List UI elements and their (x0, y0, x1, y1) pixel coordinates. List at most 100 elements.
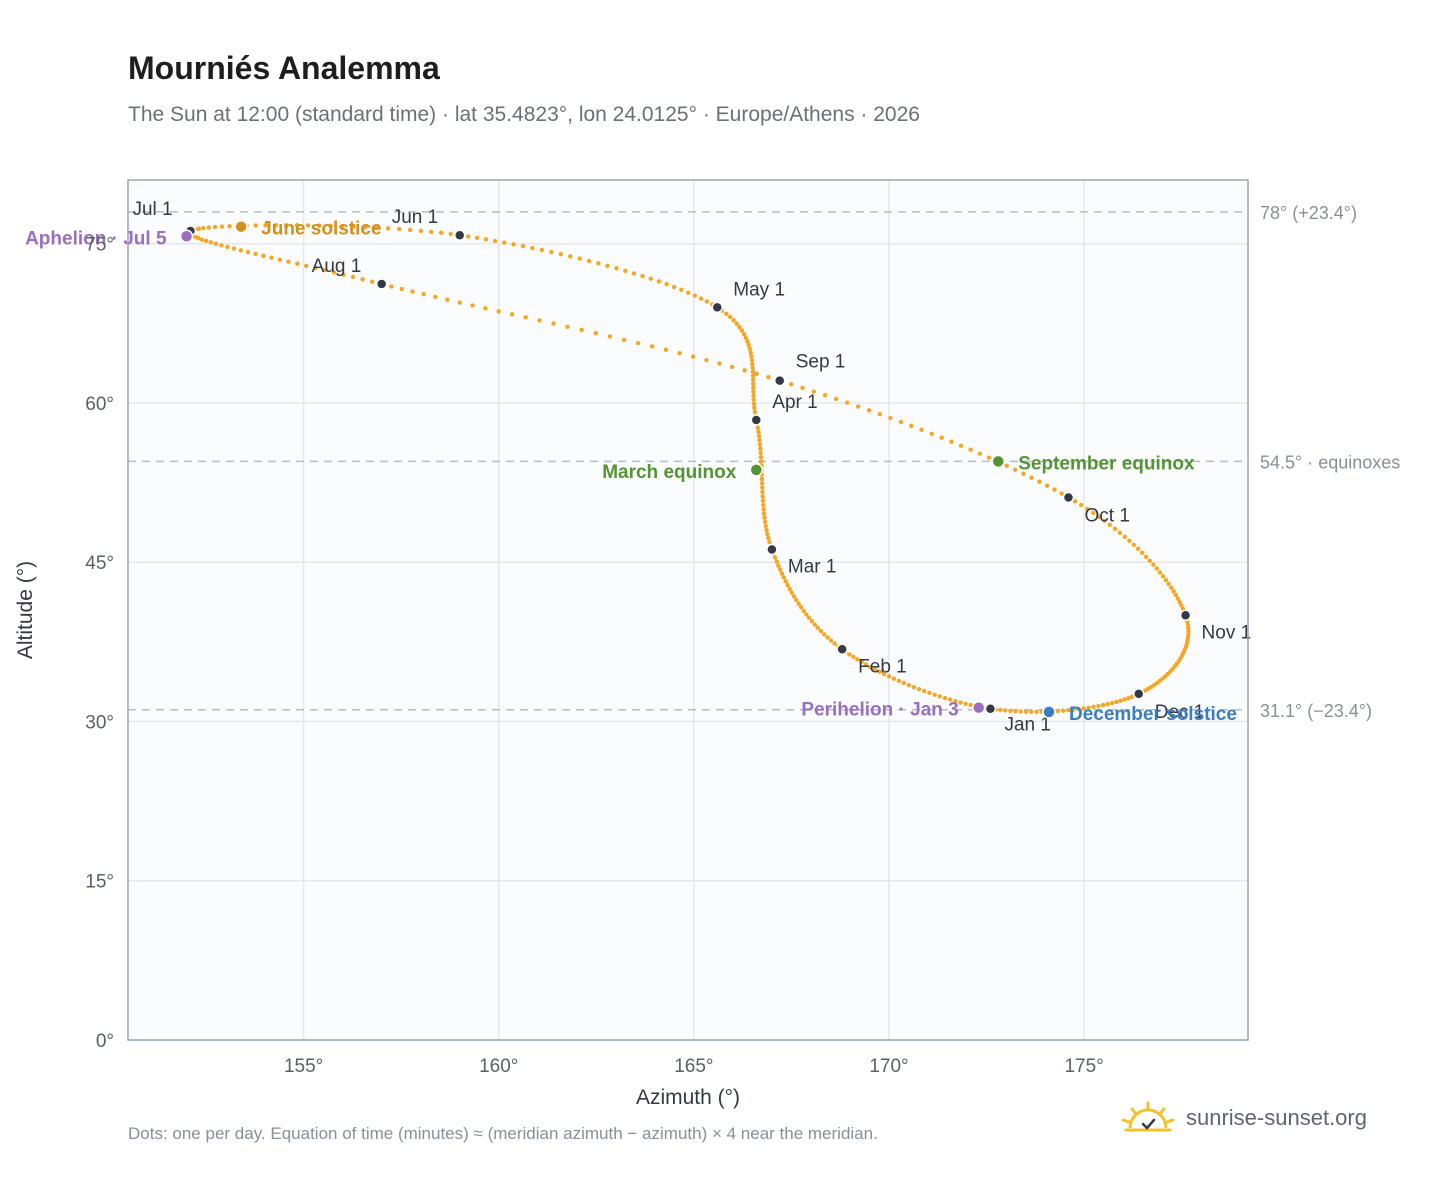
daily-dot (734, 321, 739, 326)
daily-dot (253, 223, 259, 228)
daily-dot (317, 223, 322, 228)
daily-dot (1112, 526, 1118, 531)
daily-dot (331, 270, 337, 275)
daily-dot (509, 312, 515, 317)
daily-dot (906, 682, 912, 688)
daily-dot (623, 268, 628, 274)
reference-lines: 78° (+23.4°) 54.5° · equinoxes 31.1° (−23.… (128, 203, 1400, 721)
daily-dot (747, 346, 752, 351)
daily-dot (1037, 479, 1042, 484)
daily-dot (868, 664, 873, 670)
daily-dot (828, 638, 834, 643)
daily-dot (766, 375, 771, 380)
marked-points: Jan 1 Feb 1 Mar 1 Apr 1 May 1 Jun 1 Jul 1 Aug 1… (25, 199, 1251, 736)
x-axis-label: Azimuth (°) (636, 1086, 740, 1109)
month-marker (984, 702, 997, 715)
daily-dot (351, 224, 356, 229)
daily-dot (1029, 709, 1034, 714)
event-marker (991, 454, 1005, 469)
daily-dot (750, 365, 755, 371)
daily-dot (855, 657, 860, 662)
daily-dot (847, 652, 852, 657)
daily-dot (273, 222, 278, 228)
daily-dot (605, 263, 610, 268)
y-axis-label: Altitude (°) (14, 561, 37, 659)
daily-dot (1076, 706, 1081, 712)
daily-dot (789, 590, 795, 595)
daily-dot (1055, 708, 1061, 714)
plot-frame (127, 179, 1249, 1041)
daily-dot (758, 446, 763, 451)
daily-dot (407, 227, 413, 233)
daily-dot (1114, 699, 1119, 705)
daily-dot (231, 246, 237, 251)
daily-dot (909, 423, 914, 429)
month-marker (711, 301, 724, 314)
daily-dot (1018, 709, 1023, 714)
daily-dot (704, 299, 710, 304)
daily-dot (520, 243, 526, 249)
daily-dot (621, 337, 627, 343)
daily-dot (731, 318, 736, 323)
daily-dot (686, 290, 691, 295)
daily-dot (737, 324, 742, 330)
x-tick-label: 175° (1064, 1056, 1103, 1077)
daily-dot (631, 271, 637, 276)
daily-dot (958, 443, 964, 448)
daily-dot (341, 272, 346, 277)
daily-dot (457, 300, 462, 305)
daily-dot (1171, 589, 1176, 594)
daily-dot (746, 342, 751, 348)
daily-dot (752, 405, 757, 411)
daily-dot (539, 247, 545, 253)
daily-dot (201, 225, 206, 231)
daily-dot (798, 605, 804, 610)
daily-dot (1003, 708, 1008, 713)
daily-dot (953, 698, 958, 704)
daily-dot (511, 242, 516, 247)
month-marker (375, 278, 388, 290)
daily-dot (433, 294, 438, 300)
daily-dot (213, 241, 219, 246)
daily-dot (1096, 703, 1101, 709)
daily-dot (762, 515, 767, 520)
event-label: March equinox (602, 462, 737, 483)
daily-dot (1012, 467, 1018, 472)
daily-dot (1066, 707, 1071, 713)
daily-dot (1169, 585, 1174, 590)
daily-dot (428, 229, 434, 234)
daily-dot (791, 594, 797, 599)
event-marker (234, 219, 248, 234)
month-label: Sep 1 (796, 352, 846, 373)
daily-dot (968, 447, 973, 452)
daily-dot (253, 251, 258, 257)
daily-dot (1122, 534, 1127, 539)
daily-dot (855, 404, 861, 409)
daily-dot (1079, 502, 1084, 508)
daily-dot (1143, 554, 1149, 559)
daily-dot (748, 350, 753, 355)
plot-area (128, 180, 1248, 1040)
daily-dot (649, 344, 655, 349)
daily-dot (825, 635, 830, 640)
daily-dot (1109, 700, 1115, 706)
daily-dot (635, 340, 641, 346)
daily-dot (749, 354, 754, 359)
daily-dot (1135, 546, 1141, 552)
daily-dot (756, 429, 761, 435)
daily-dot (882, 671, 887, 677)
daily-dot (760, 485, 765, 490)
daily-dot (767, 539, 772, 545)
daily-dot (418, 228, 424, 233)
brand[interactable]: sunrise-sunset.org (1120, 1100, 1367, 1136)
daily-dot (295, 261, 300, 266)
daily-dot (596, 261, 601, 266)
daily-dot (313, 265, 318, 271)
brand-text: sunrise-sunset.org (1186, 1105, 1367, 1130)
daily-dot (360, 277, 365, 282)
daily-dot (765, 531, 770, 537)
month-label: Feb 1 (858, 656, 907, 677)
daily-dot (263, 223, 268, 228)
reference-line-label: 54.5° · equinoxes (1260, 452, 1400, 472)
daily-dot (922, 688, 927, 694)
